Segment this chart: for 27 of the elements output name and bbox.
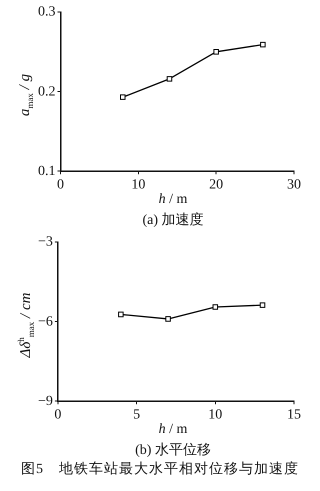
y-tick-label: −6	[38, 314, 53, 330]
x-tick-label: 10	[208, 407, 222, 422]
x-axis-title: h / m	[158, 422, 188, 438]
x-tick-label: 30	[287, 177, 301, 192]
text: (b) 水平位移	[134, 442, 212, 459]
point	[120, 94, 126, 100]
point	[212, 304, 218, 310]
point	[213, 49, 219, 55]
y-tick-label: −3	[38, 234, 53, 250]
y-tick-label: 0.3	[38, 4, 56, 20]
y-tick-label: 0.2	[38, 84, 56, 100]
x-tick-label: 0	[54, 407, 62, 422]
y-tick-label: 0.1	[38, 164, 56, 179]
point	[165, 316, 171, 322]
x-tick-label: 0	[57, 177, 64, 192]
x-tick-label: 5	[133, 407, 140, 422]
x-tick-label: 10	[131, 177, 146, 192]
point	[118, 312, 124, 318]
x-axis-title: h / m	[158, 192, 188, 208]
point	[260, 302, 266, 308]
y-tick-label: −9	[38, 394, 53, 409]
caption: 图5 地铁车站最大水平相对位移与加速度	[20, 460, 300, 478]
x-tick-label: 15	[287, 407, 301, 422]
text: (a) 加速度	[141, 211, 205, 229]
x-tick-label: 20	[209, 177, 224, 192]
point	[166, 76, 172, 82]
point	[260, 42, 266, 48]
